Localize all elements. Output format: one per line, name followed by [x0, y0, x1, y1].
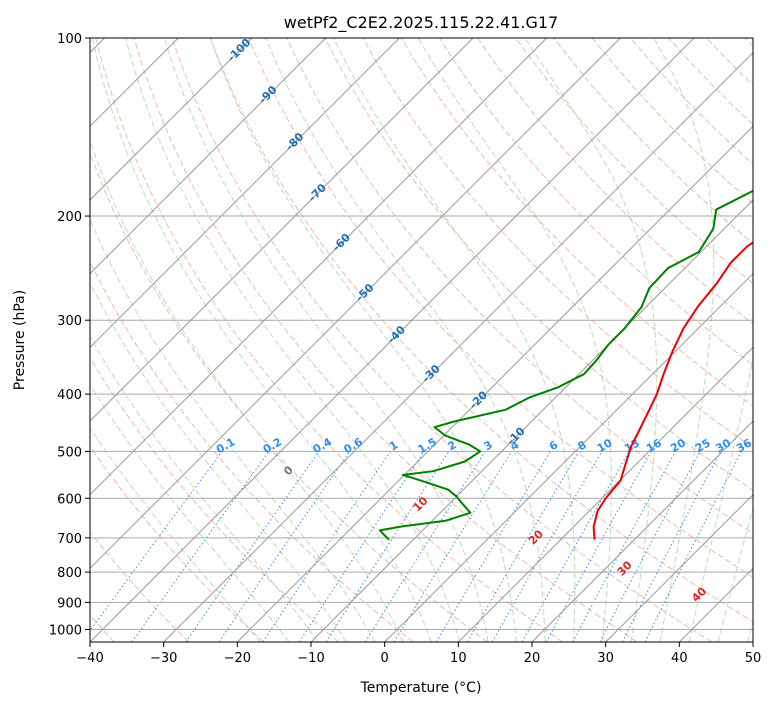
moist-adiabat-line [91, 38, 432, 642]
isotherm-line [236, 125, 753, 642]
profile-series [378, 189, 753, 541]
moist-adiabat-line [90, 281, 347, 642]
x-tick-label: 30 [597, 651, 614, 666]
moist-adiabat-line [333, 38, 576, 642]
x-tick-label: −40 [76, 651, 103, 666]
mixing-ratio-line [325, 451, 450, 642]
moist-adiabat-line [653, 38, 715, 642]
moist-adiabat-line [688, 357, 753, 642]
isotherm-line [90, 38, 327, 275]
x-tick-label: −30 [150, 651, 177, 666]
dry-adiabat-line [248, 38, 753, 578]
plot-frame [89, 37, 754, 643]
y-tick-label: 1000 [49, 623, 82, 638]
plot-area: -100-90-80-70-60-50-40-30-20-100.1 0.2 0.4… [90, 38, 754, 642]
moist-adiabat-line [90, 383, 290, 642]
mixing-ratio-line [644, 451, 742, 642]
dry-adiabat-line [400, 38, 753, 407]
temperature-profile-line [592, 241, 753, 540]
isotherm-line [90, 38, 548, 496]
x-tick-label: 20 [524, 651, 541, 666]
moist-adiabat-line [163, 38, 489, 642]
y-tick-label: 500 [57, 445, 82, 460]
x-tick-label: −10 [297, 651, 324, 666]
isotherm-line [90, 38, 474, 422]
isotherm-line [90, 38, 621, 570]
x-tick-label: 10 [450, 651, 467, 666]
x-tick-label: 50 [745, 651, 762, 666]
isotherm-line [90, 38, 253, 201]
mixing-ratio-line [393, 451, 513, 642]
x-axis-title: Temperature (°C) [360, 680, 482, 696]
dry-adiabat-line [90, 531, 190, 642]
moist-adiabat-line [265, 38, 546, 642]
isotherm-line [531, 420, 753, 642]
isotherms [90, 38, 753, 642]
axes: −40 −30 −20 −10 0 10 20 30 40 50 100 200 300 400 500 60… [49, 32, 761, 666]
dry-adiabat-line [95, 38, 563, 642]
chart-title: wetPf2_C2E2.2025.115.22.41.G17 [284, 13, 558, 33]
mixing-ratio-line [521, 451, 630, 642]
y-tick-label: 700 [57, 532, 82, 547]
isotherm-line [163, 51, 753, 642]
mixing-ratio-line [218, 451, 351, 642]
dry-adiabat-line [90, 356, 339, 642]
mixing-ratio-lines [90, 451, 742, 642]
mixing-ratio-line [185, 451, 320, 642]
moist-adiabat-line [209, 38, 517, 642]
mixing-ratio-line [572, 451, 676, 642]
dry-adiabat-line [90, 151, 488, 642]
dewpoint-profile-line [378, 189, 753, 541]
moist-adiabat-line [417, 38, 612, 642]
plot-background [90, 38, 753, 642]
isotherm-line [90, 38, 400, 349]
y-tick-label: 300 [57, 314, 82, 329]
x-tick-label: −20 [224, 651, 251, 666]
moist-adiabats [90, 38, 753, 642]
y-tick-label: 600 [57, 492, 82, 507]
moist-adiabat-line [125, 38, 461, 642]
y-tick-label: 100 [57, 32, 82, 47]
isotherm-line [384, 272, 753, 642]
moist-adiabat-line [90, 138, 404, 642]
dry-adiabat-line [209, 38, 753, 623]
moist-adiabat-line [717, 506, 753, 642]
dry-adiabat-line [515, 38, 753, 285]
dry-adiabat-line [90, 445, 264, 642]
mixing-ratio-line [262, 451, 391, 642]
mixing-ratio-line [90, 451, 223, 632]
isotherm-line [457, 346, 753, 642]
y-tick-label: 900 [57, 596, 82, 611]
moist-adiabat-line [90, 335, 319, 642]
isotherm-line [90, 38, 695, 642]
x-tick-label: 0 [381, 651, 389, 666]
isotherm-line [605, 493, 753, 642]
mixing-ratio-line [621, 451, 722, 642]
y-tick-label: 400 [57, 388, 82, 403]
mixing-ratio-label: 36 [734, 436, 754, 455]
mixing-ratio-line [298, 451, 425, 642]
isobars [90, 38, 753, 630]
y-axis-title: Pressure (hPa) [12, 290, 28, 390]
moist-adiabat-line [90, 218, 376, 642]
dry-adiabat-line [438, 38, 753, 366]
x-tick-label: 40 [671, 651, 688, 666]
moist-adiabat-line [524, 38, 658, 642]
mixing-ratio-line [545, 451, 652, 642]
y-tick-label: 800 [57, 566, 82, 581]
y-tick-label: 200 [57, 210, 82, 225]
